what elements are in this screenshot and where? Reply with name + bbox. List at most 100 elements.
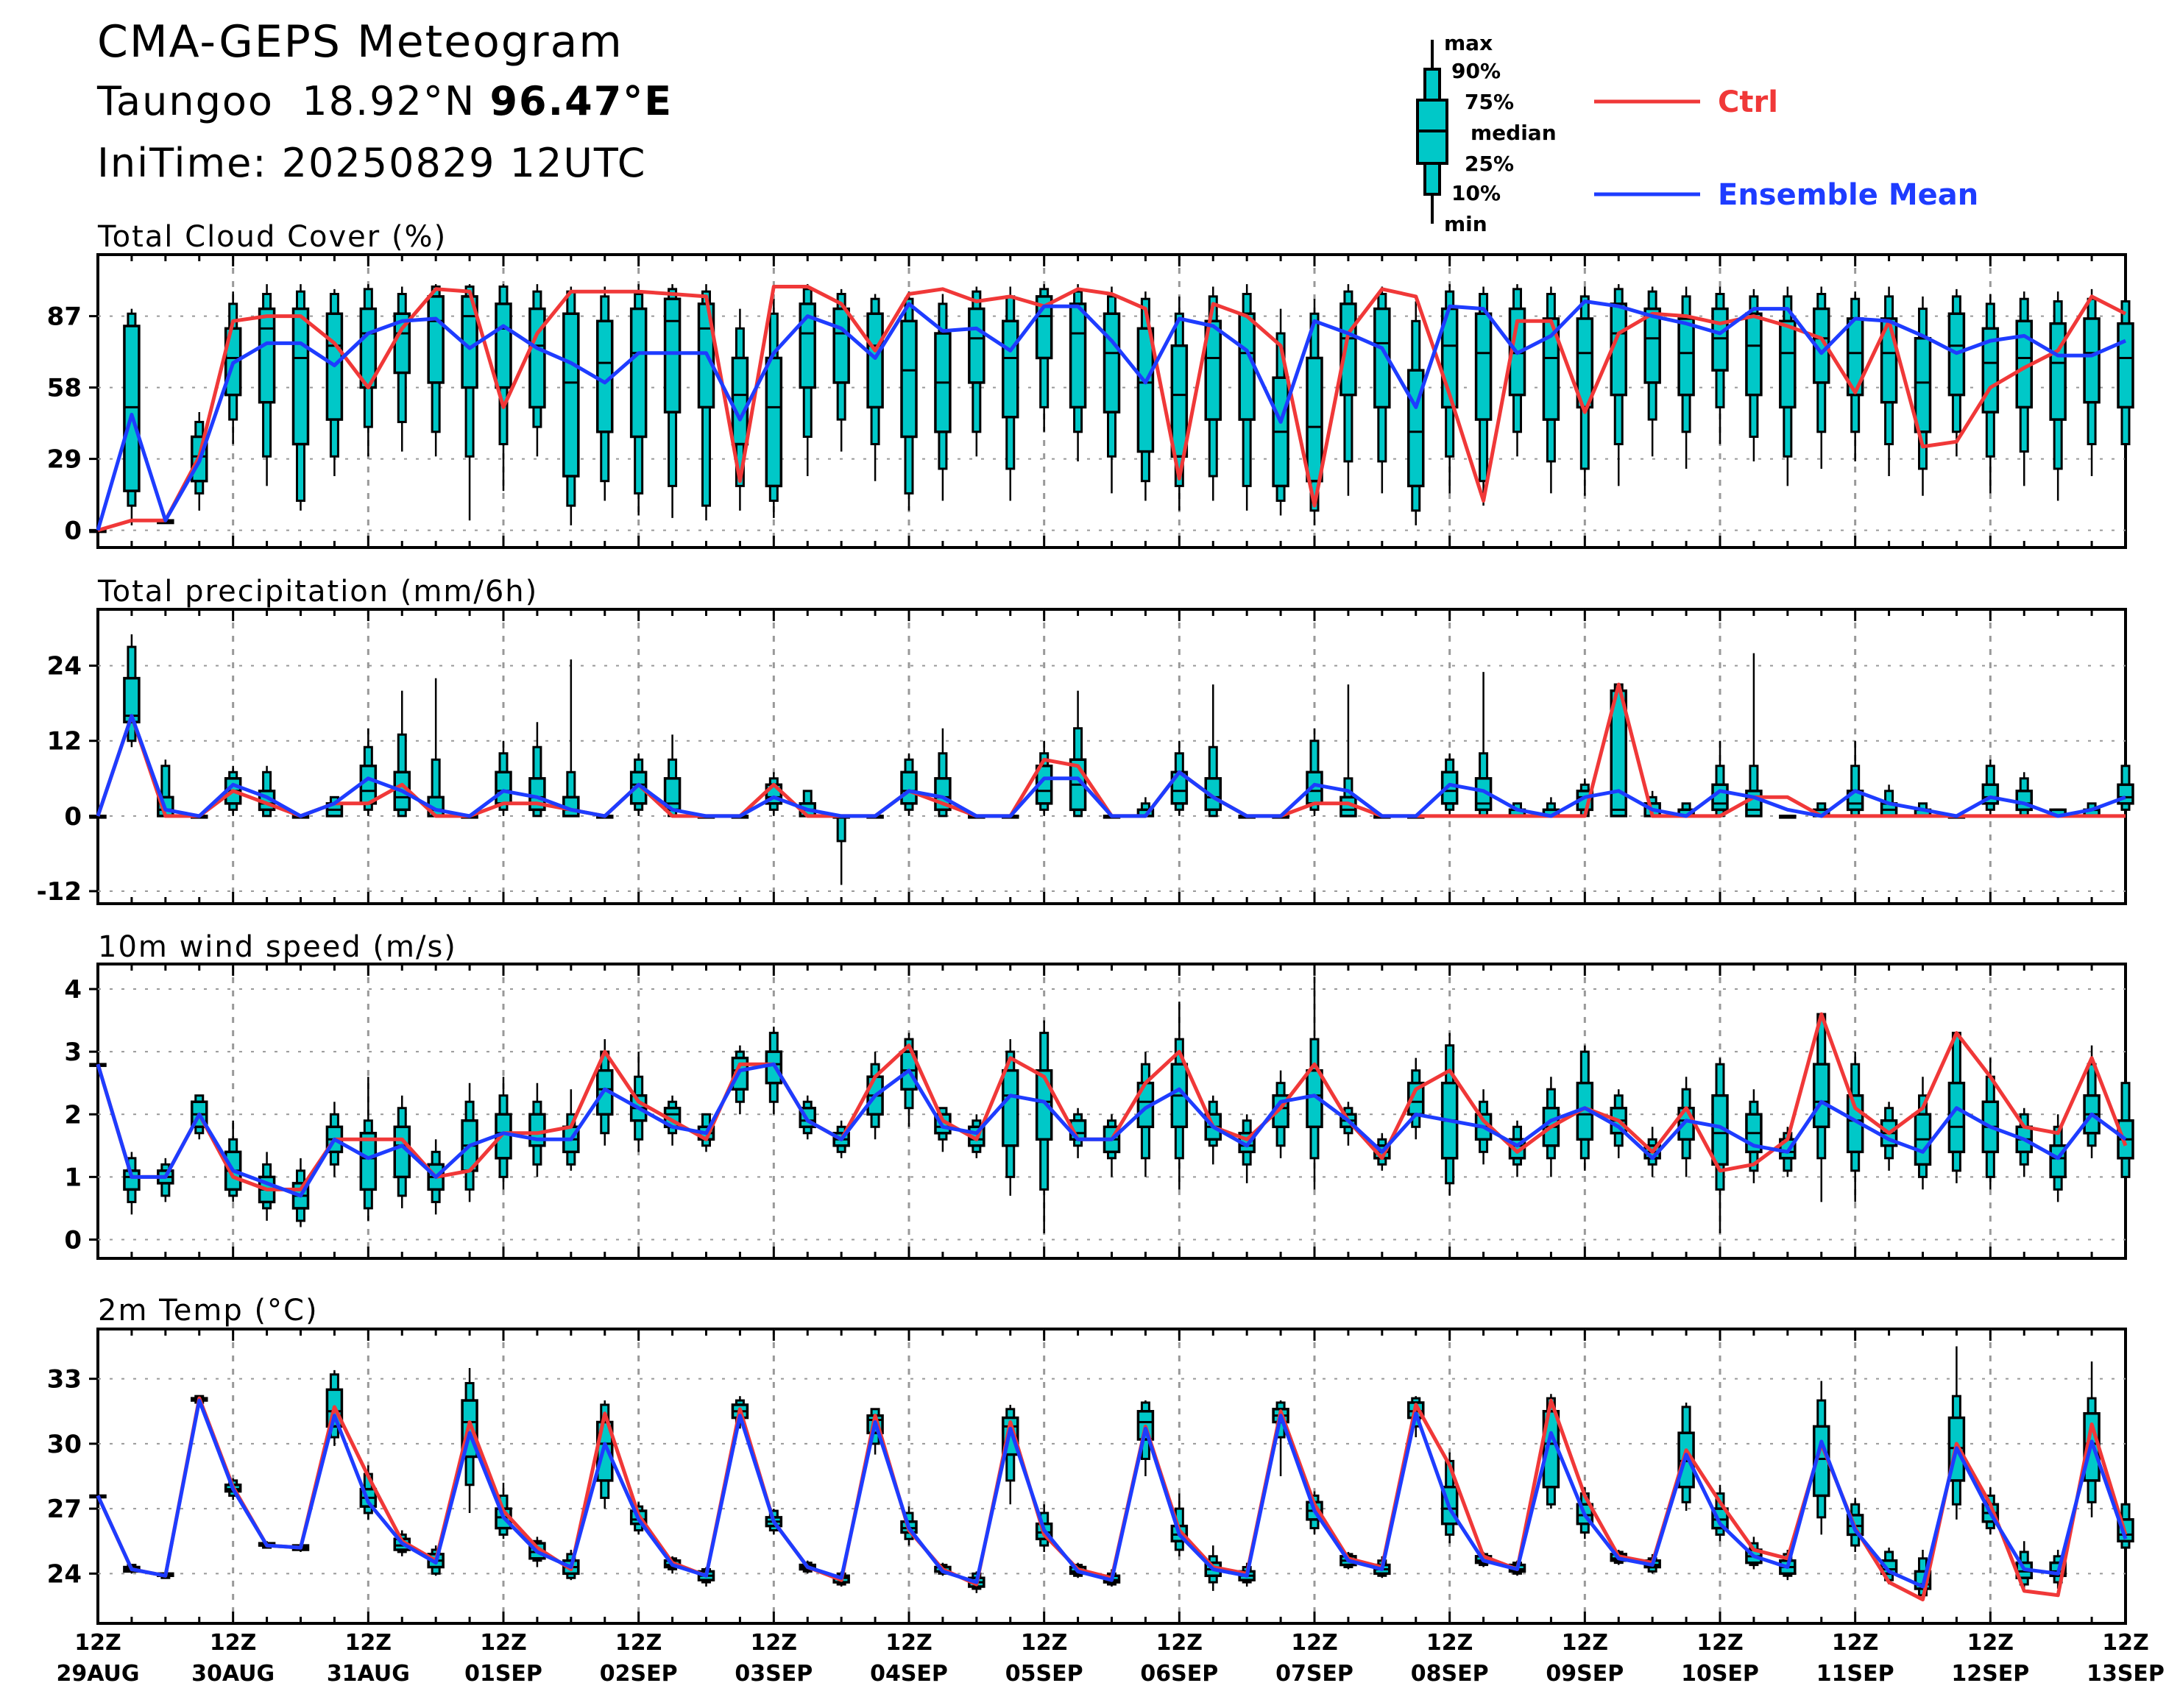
ens-box	[1204, 684, 1222, 818]
x-date-label: 07SEP	[1275, 1661, 1353, 1687]
ens-box	[1914, 296, 1932, 496]
ens-box	[461, 284, 478, 521]
box-inner	[291, 307, 310, 446]
x-date-label: 05SEP	[1005, 1661, 1083, 1687]
ens-box	[832, 815, 850, 885]
ens-box	[1306, 299, 1323, 525]
ens-box	[1373, 286, 1391, 494]
panel-title-3: 2m Temp (°C)	[98, 1294, 319, 1328]
ens-box	[123, 634, 141, 748]
y-tick-label: 3	[64, 1038, 82, 1067]
location-line: Taungoo 18.92°N 96.47°E	[97, 78, 673, 124]
x-hour-label: 12Z	[885, 1630, 932, 1656]
box-inner	[1779, 319, 1797, 409]
y-tick-label: 12	[47, 727, 82, 756]
x-date-label: 03SEP	[735, 1661, 813, 1687]
box-inner	[629, 770, 648, 805]
ens-box	[1610, 284, 1627, 486]
ens-box	[2117, 291, 2134, 481]
ens-box	[1440, 1032, 1459, 1196]
ens-box	[2083, 288, 2101, 477]
mean-series-line	[96, 1398, 2128, 1589]
ens-box	[2015, 772, 2033, 818]
ens-box	[1170, 296, 1189, 511]
box-legend: max 90% 75% median 25% 10% min	[1416, 31, 1557, 236]
ens-box	[799, 284, 816, 477]
x-hour-label: 12Z	[480, 1630, 527, 1656]
x-hour-label: 12Z	[1562, 1630, 1609, 1656]
y-tick-label: 4	[64, 975, 82, 1004]
ens-box	[393, 286, 411, 452]
x-hour-label: 12Z	[1291, 1630, 1338, 1656]
box-inner	[562, 312, 580, 478]
ens-box	[1947, 1346, 1966, 1520]
box-inner	[1204, 777, 1222, 812]
box-inner	[1002, 1069, 1019, 1147]
ens-box	[562, 286, 580, 525]
panel-title-2: 10m wind speed (m/s)	[98, 930, 457, 964]
box-inner	[528, 307, 546, 409]
line-legend: Ctrl Ensemble Mean	[1594, 85, 1978, 212]
y-tick-label: 29	[47, 445, 82, 475]
box-inner	[765, 356, 783, 488]
y-tick-label: -12	[37, 877, 82, 907]
y-tick-label: 0	[64, 802, 82, 832]
x-hour-label: 12Z	[1696, 1630, 1744, 1656]
ens-box	[1779, 286, 1797, 486]
x-date-label: 30AUG	[191, 1661, 275, 1687]
box-inner	[1542, 317, 1560, 421]
box-inner	[629, 307, 648, 439]
ens-box	[528, 1082, 546, 1177]
box-inner	[1103, 312, 1121, 414]
ens-box	[528, 722, 546, 818]
ens-box	[1745, 1089, 1763, 1183]
y-tick-label: 24	[47, 1559, 82, 1589]
ens-box	[1103, 286, 1121, 494]
x-hour-label: 12Z	[74, 1630, 121, 1656]
ens-box	[2015, 291, 2033, 486]
y-tick-label: 58	[47, 374, 82, 403]
ens-box	[1711, 1057, 1729, 1233]
box-inner	[123, 325, 141, 492]
x-hour-label: 12Z	[345, 1630, 392, 1656]
box-inner	[123, 676, 141, 723]
mean-series-line	[96, 1062, 2127, 1198]
ens-box	[2117, 759, 2134, 816]
ens-box	[934, 294, 952, 501]
ens-box	[1002, 286, 1019, 501]
ens-box	[1813, 1013, 1830, 1202]
x-hour-label: 12Z	[1021, 1630, 1068, 1656]
ens-box	[629, 284, 648, 516]
legend-label-p10: 10%	[1451, 181, 1501, 205]
ens-box	[1846, 740, 1864, 818]
mean-legend-label: Ensemble Mean	[1718, 178, 1978, 212]
box-inner	[1204, 319, 1222, 421]
ens-box	[528, 284, 546, 457]
box-inner	[1069, 302, 1087, 409]
ens-box	[123, 1152, 141, 1215]
ens-box	[1170, 1002, 1189, 1190]
box-inner	[1474, 312, 1493, 421]
box-inner	[731, 356, 749, 446]
ens-box	[1508, 284, 1526, 457]
box-inner	[866, 312, 884, 409]
meteogram-panels: Total Cloud Cover (%) 0 29 58 87 Total precip…	[37, 220, 2134, 1625]
ens-box	[1711, 740, 1729, 818]
ens-box	[934, 1107, 952, 1152]
x-hour-label: 12Z	[1967, 1630, 2014, 1656]
box-inner	[495, 302, 512, 389]
box-inner	[1813, 1063, 1830, 1129]
ens-box	[1947, 1032, 1966, 1183]
x-date-label: 02SEP	[600, 1661, 678, 1687]
longitude: 96.47°E	[489, 78, 673, 124]
x-hour-label: 12Z	[1426, 1630, 1473, 1656]
init-time: IniTime: 20250829 12UTC	[97, 140, 647, 186]
ens-box	[325, 288, 344, 477]
ens-box	[258, 284, 276, 486]
box-inner	[1711, 783, 1729, 812]
ens-box	[427, 284, 445, 457]
ens-box	[1103, 1114, 1121, 1177]
ens-box	[1340, 284, 1357, 496]
legend-label-p25: 25%	[1465, 152, 1514, 176]
